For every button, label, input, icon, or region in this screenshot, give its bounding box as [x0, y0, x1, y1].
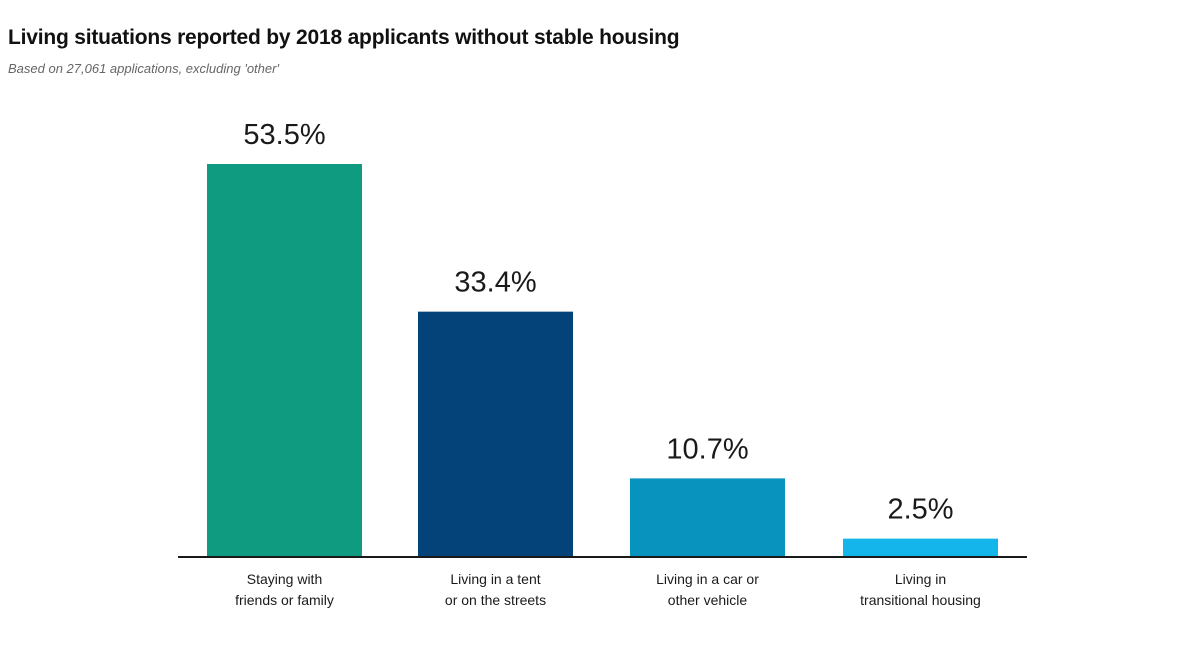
- chart-title: Living situations reported by 2018 appli…: [8, 26, 680, 49]
- category-label-4-line-2: transitional housing: [860, 592, 981, 608]
- bar-4: [843, 538, 998, 557]
- category-label-1-line-1: Staying with: [247, 571, 322, 587]
- category-label-4-line-1: Living in: [895, 571, 946, 587]
- bar-2: [418, 311, 573, 557]
- bar-value-label-1: 53.5%: [243, 119, 325, 151]
- category-label-2-line-2: or on the streets: [445, 592, 546, 608]
- chart-subtitle: Based on 27,061 applications, excluding …: [8, 61, 279, 76]
- bar-value-label-3: 10.7%: [666, 433, 748, 465]
- bar-value-label-4: 2.5%: [887, 494, 953, 526]
- bar-value-label-2: 33.4%: [454, 267, 536, 299]
- category-label-2-line-1: Living in a tent: [450, 571, 540, 587]
- category-label-1-line-2: friends or family: [235, 592, 334, 608]
- category-label-3-line-1: Living in a car or: [656, 571, 759, 587]
- bar-3: [630, 478, 785, 557]
- bar-1: [207, 164, 362, 557]
- category-label-3-line-2: other vehicle: [668, 592, 748, 608]
